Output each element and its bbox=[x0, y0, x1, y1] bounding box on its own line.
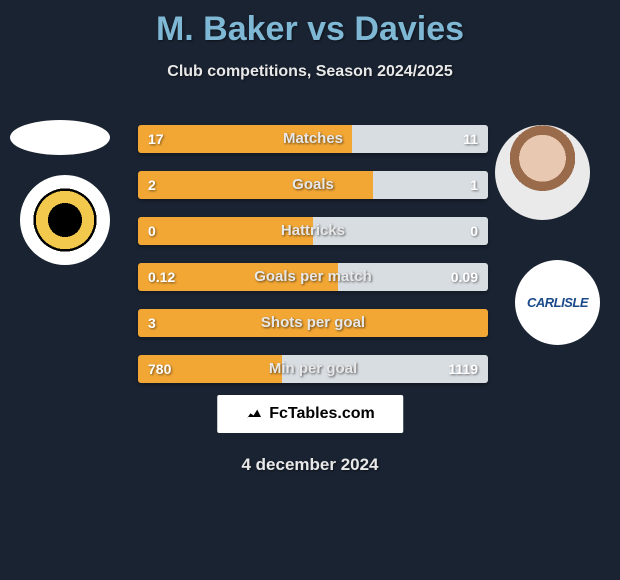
player-right-club-badge: CARLISLE bbox=[515, 260, 600, 345]
stat-value-right: 0.09 bbox=[451, 263, 478, 291]
stat-row: Goals2 1 bbox=[138, 171, 488, 199]
stat-label: Matches bbox=[138, 125, 488, 153]
subtitle: Club competitions, Season 2024/2025 bbox=[0, 63, 620, 81]
site-badge: FcTables.com bbox=[217, 395, 403, 433]
stat-value-right: 11 bbox=[463, 125, 478, 153]
stat-row: Hattricks0 0 bbox=[138, 217, 488, 245]
stat-label: Shots per goal bbox=[138, 309, 488, 337]
stat-label: Goals bbox=[138, 171, 488, 199]
stat-value-right: 1 bbox=[470, 171, 478, 199]
stat-value-left: 780 bbox=[148, 355, 171, 383]
stat-label: Min per goal bbox=[138, 355, 488, 383]
player-left-avatar bbox=[10, 120, 110, 155]
page-title: M. Baker vs Davies bbox=[0, 0, 620, 49]
player-left-club-badge bbox=[20, 175, 110, 265]
stat-value-left: 3 bbox=[148, 309, 156, 337]
stat-row: Min per goal780 1119 bbox=[138, 355, 488, 383]
stat-label: Goals per match bbox=[138, 263, 488, 291]
stat-value-left: 0.12 bbox=[148, 263, 175, 291]
stats-bars: Matches17 11 Goals2 1 Hattricks0 0 Goals per m… bbox=[138, 125, 488, 401]
stat-row: Shots per goal3 bbox=[138, 309, 488, 337]
club-right-text: CARLISLE bbox=[527, 295, 588, 310]
player-right-avatar bbox=[495, 125, 590, 220]
stat-row: Matches17 11 bbox=[138, 125, 488, 153]
stat-value-right: 1119 bbox=[448, 355, 478, 383]
stat-label: Hattricks bbox=[138, 217, 488, 245]
stat-row: Goals per match0.12 0.09 bbox=[138, 263, 488, 291]
stat-value-left: 0 bbox=[148, 217, 156, 245]
stat-value-left: 17 bbox=[148, 125, 164, 153]
stat-value-right: 0 bbox=[470, 217, 478, 245]
site-label: FcTables.com bbox=[269, 405, 375, 423]
date-label: 4 december 2024 bbox=[0, 455, 620, 475]
chart-icon bbox=[245, 405, 263, 423]
stat-value-left: 2 bbox=[148, 171, 156, 199]
